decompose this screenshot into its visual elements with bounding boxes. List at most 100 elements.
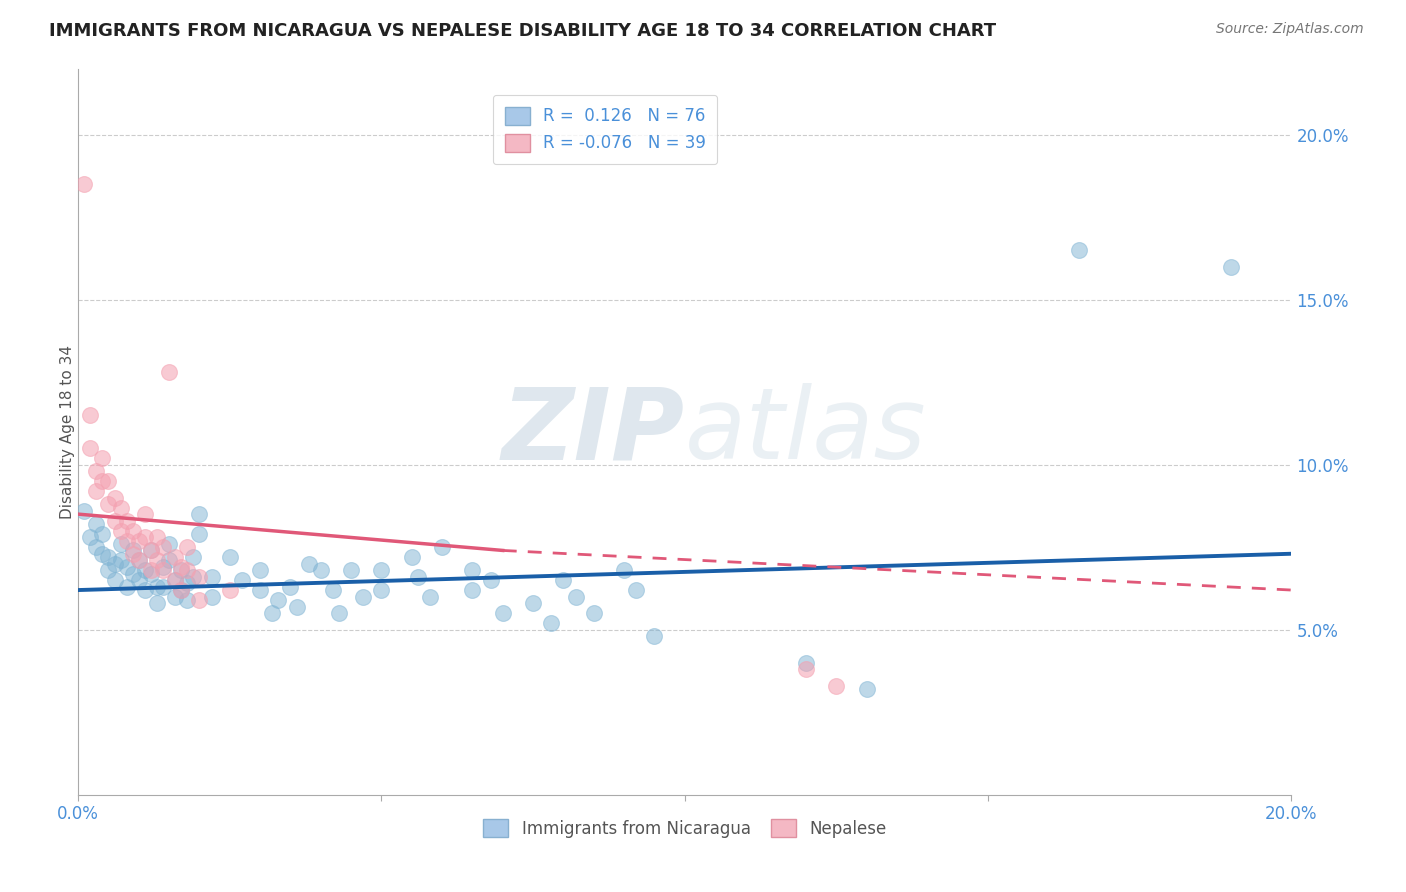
Point [152, 540, 174, 554]
Point [176, 563, 198, 577]
Point [794, 662, 817, 676]
Point [134, 563, 156, 577]
Text: Source: ZipAtlas.com: Source: ZipAtlas.com [1216, 22, 1364, 37]
Point [146, 596, 169, 610]
Point [79, 441, 101, 455]
Point [146, 553, 169, 567]
Point [267, 593, 290, 607]
Point [340, 563, 363, 577]
Point [115, 560, 138, 574]
Point [103, 514, 125, 528]
Point [86, 516, 108, 531]
Point [86, 483, 108, 498]
Point [461, 563, 484, 577]
Point [176, 576, 198, 591]
Point [370, 582, 392, 597]
Point [157, 553, 180, 567]
Point [121, 543, 143, 558]
Point [626, 582, 648, 597]
Point [115, 533, 138, 548]
Point [188, 593, 211, 607]
Point [176, 540, 198, 554]
Point [139, 566, 162, 581]
Point [121, 547, 143, 561]
Point [128, 573, 150, 587]
Point [825, 679, 848, 693]
Point [152, 563, 174, 577]
Legend: Immigrants from Nicaragua, Nepalese: Immigrants from Nicaragua, Nepalese [477, 813, 893, 845]
Point [200, 590, 222, 604]
Point [794, 656, 817, 670]
Point [322, 582, 344, 597]
Point [582, 606, 605, 620]
Point [540, 616, 562, 631]
Point [103, 491, 125, 505]
Point [157, 537, 180, 551]
Y-axis label: Disability Age 18 to 34: Disability Age 18 to 34 [59, 344, 75, 518]
Point [134, 507, 156, 521]
Point [309, 563, 332, 577]
Point [121, 566, 143, 581]
Point [146, 580, 169, 594]
Point [115, 580, 138, 594]
Point [110, 537, 132, 551]
Point [146, 530, 169, 544]
Point [165, 549, 187, 564]
Point [419, 590, 441, 604]
Point [103, 573, 125, 587]
Point [188, 527, 211, 541]
Point [176, 593, 198, 607]
Point [97, 563, 120, 577]
Point [134, 530, 156, 544]
Point [370, 563, 392, 577]
Point [188, 570, 211, 584]
Point [86, 464, 108, 478]
Point [613, 563, 636, 577]
Point [218, 582, 240, 597]
Point [298, 557, 321, 571]
Point [200, 570, 222, 584]
Point [461, 582, 484, 597]
Point [128, 533, 150, 548]
Point [165, 573, 187, 587]
Point [139, 563, 162, 577]
Point [110, 500, 132, 515]
Point [183, 549, 205, 564]
Point [73, 504, 96, 518]
Point [564, 590, 586, 604]
Point [170, 563, 193, 577]
Point [86, 540, 108, 554]
Point [121, 524, 143, 538]
Point [249, 582, 271, 597]
Point [492, 606, 515, 620]
Point [139, 543, 162, 558]
Point [855, 682, 877, 697]
Point [231, 573, 253, 587]
Point [139, 543, 162, 558]
Point [165, 573, 187, 587]
Point [328, 606, 350, 620]
Point [249, 563, 271, 577]
Point [553, 573, 575, 587]
Point [73, 177, 96, 191]
Point [134, 582, 156, 597]
Text: IMMIGRANTS FROM NICARAGUA VS NEPALESE DISABILITY AGE 18 TO 34 CORRELATION CHART: IMMIGRANTS FROM NICARAGUA VS NEPALESE DI… [49, 22, 997, 40]
Point [1069, 243, 1091, 257]
Point [79, 408, 101, 422]
Point [401, 549, 423, 564]
Point [91, 527, 114, 541]
Point [430, 540, 453, 554]
Point [183, 570, 205, 584]
Point [352, 590, 374, 604]
Point [91, 547, 114, 561]
Point [110, 524, 132, 538]
Point [97, 497, 120, 511]
Point [285, 599, 308, 614]
Point [157, 365, 180, 379]
Text: ZIP: ZIP [502, 383, 685, 480]
Point [91, 450, 114, 465]
Point [479, 573, 502, 587]
Point [115, 514, 138, 528]
Point [170, 582, 193, 597]
Point [91, 474, 114, 488]
